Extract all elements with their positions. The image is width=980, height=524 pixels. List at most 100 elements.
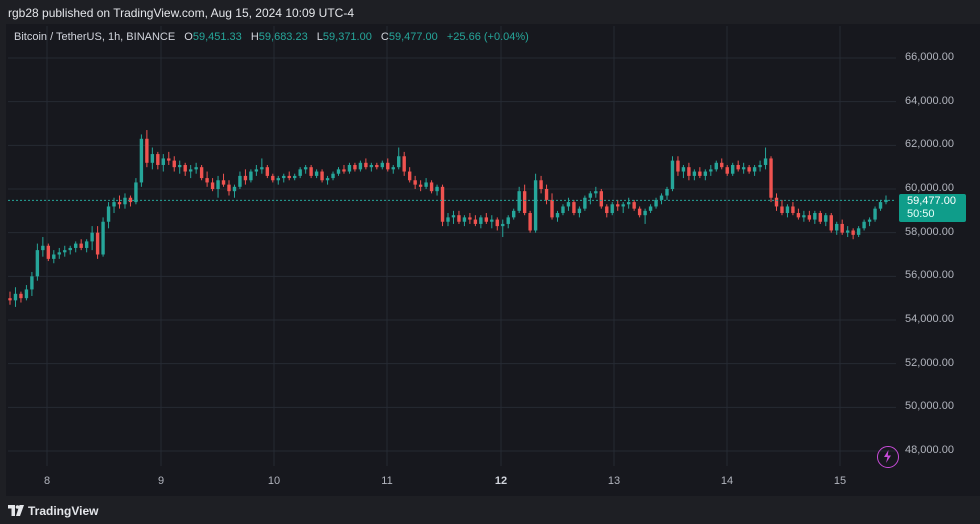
candle-body — [128, 197, 133, 203]
symbol-legend[interactable]: Bitcoin / TetherUS, 1h, BINANCE O59,451.… — [14, 31, 529, 43]
candle-body — [610, 204, 614, 214]
x-tick-label: 8 — [43, 475, 51, 487]
candle-body — [8, 298, 12, 301]
candle-body — [232, 186, 237, 192]
candle-body — [183, 164, 187, 172]
candle-body — [643, 210, 647, 216]
candle-body — [878, 202, 883, 209]
candle-body — [391, 167, 395, 170]
y-tick-label: 66,000.00 — [905, 51, 954, 63]
candle-body — [736, 164, 740, 170]
y-tick-label: 64,000.00 — [905, 94, 954, 107]
candle-body — [572, 202, 576, 214]
candle-body — [243, 175, 248, 181]
candle-body — [325, 178, 330, 181]
candle-body — [134, 182, 138, 203]
brand-name[interactable]: TradingView — [28, 504, 99, 518]
symbol-name: Bitcoin / TetherUS, 1h, BINANCE — [14, 31, 176, 43]
candle-body — [873, 208, 877, 220]
candle-body — [249, 171, 253, 181]
candle-body — [676, 160, 680, 172]
candle-body — [533, 180, 538, 231]
candle-body — [845, 230, 850, 233]
candle-body — [188, 169, 193, 172]
candle-body — [851, 230, 855, 235]
candle-body — [577, 208, 582, 214]
candle-body — [41, 245, 45, 251]
candle-body — [654, 199, 658, 207]
candle-body — [375, 164, 379, 168]
candle-body — [665, 189, 669, 196]
last-price: 59,477.00 — [907, 195, 956, 207]
grid-lines — [8, 26, 896, 466]
candle-body — [79, 243, 83, 248]
x-tick-label: 12 — [494, 475, 508, 487]
candle-body — [451, 215, 456, 218]
candle-body — [616, 204, 620, 207]
candle-body — [517, 191, 521, 211]
candle-body — [720, 162, 724, 168]
candle-body — [512, 210, 516, 218]
candle-body — [725, 167, 729, 174]
candle-body — [626, 202, 631, 205]
candle-body — [555, 213, 560, 218]
candle-body — [583, 197, 587, 209]
candle-body — [68, 247, 72, 251]
candle-body — [802, 215, 806, 218]
candle-body — [703, 171, 708, 176]
candle-body — [468, 217, 472, 220]
candle-body — [331, 173, 335, 179]
candle-body — [818, 213, 822, 222]
open-key: O — [184, 31, 193, 43]
candle-body — [156, 154, 160, 165]
candle-body — [216, 180, 220, 189]
candle-body — [84, 241, 89, 248]
x-tick-label: 9 — [157, 475, 165, 487]
candle-body — [139, 138, 144, 183]
candle-body — [418, 184, 423, 187]
lightning-icon[interactable] — [877, 446, 899, 468]
candle-body — [681, 167, 686, 172]
candle-body — [785, 206, 790, 214]
tradingview-logo-icon[interactable] — [8, 505, 24, 516]
candle-body — [106, 206, 111, 222]
candle-body — [862, 221, 866, 229]
open-value: 59,451.33 — [192, 31, 242, 43]
candle-body — [791, 206, 795, 214]
candle-body — [588, 193, 593, 198]
candle-body — [594, 191, 598, 194]
candle-body — [172, 160, 176, 168]
chart-frame[interactable] — [6, 24, 980, 496]
candle-body — [227, 184, 231, 192]
candle-body — [298, 169, 302, 176]
candle-body — [402, 156, 406, 172]
candle-body — [473, 219, 478, 224]
candle-body — [282, 175, 286, 179]
candle-body — [380, 162, 384, 168]
candle-body — [112, 202, 116, 207]
candle-body — [35, 250, 40, 277]
candle-body — [30, 276, 34, 290]
candles — [8, 130, 888, 307]
top-bar: rgb28 published on TradingView.com, Aug … — [0, 0, 980, 24]
candle-body — [260, 167, 264, 170]
candle-body — [407, 171, 412, 181]
candle-body — [199, 167, 204, 179]
candle-body — [123, 197, 127, 205]
candle-body — [484, 217, 489, 222]
candle-body — [544, 189, 549, 200]
candle-body — [506, 217, 510, 224]
candle-body — [57, 252, 61, 255]
candle-body — [648, 206, 653, 211]
candle-body — [457, 215, 461, 222]
candle-body — [429, 182, 434, 192]
candle-body — [19, 293, 23, 299]
candle-body — [829, 215, 833, 231]
candle-body — [90, 232, 94, 242]
candle-body — [446, 217, 450, 222]
candle-body — [687, 167, 691, 176]
candle-body — [637, 208, 642, 216]
candle-body — [867, 219, 872, 222]
candle-body — [796, 213, 801, 218]
